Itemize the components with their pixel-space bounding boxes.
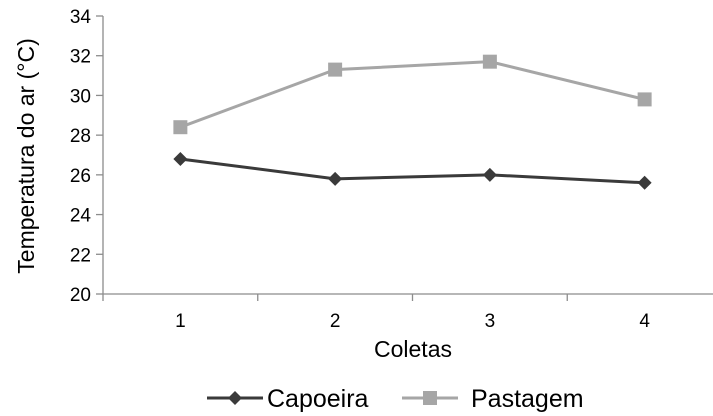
legend-marker — [423, 391, 437, 405]
series-line — [180, 157, 645, 185]
data-point — [637, 92, 652, 107]
series-capoeira — [173, 151, 652, 190]
y-tick-label: 30 — [70, 86, 91, 107]
legend-marker — [228, 391, 242, 405]
data-point — [173, 151, 188, 166]
y-tick-label: 24 — [70, 206, 92, 227]
data-point — [637, 175, 652, 190]
y-axis-title: Temperatura do ar (°C) — [13, 38, 39, 273]
y-tick-label: 20 — [70, 285, 91, 306]
legend: Capoeira Pastagem — [207, 385, 584, 413]
legend-label: Capoeira — [267, 385, 369, 413]
y-tick-label: 32 — [70, 47, 91, 68]
x-tick-label: 1 — [175, 311, 186, 332]
x-tick-label: 2 — [330, 311, 341, 332]
data-point — [482, 54, 497, 69]
x-axis: 1 2 3 4 — [102, 293, 713, 332]
y-tick-label: 26 — [70, 166, 91, 187]
data-point — [173, 120, 188, 135]
series-group — [173, 54, 652, 190]
y-tick-label: 22 — [70, 245, 91, 266]
legend-label: Pastagem — [471, 385, 584, 413]
legend-item-capoeira: Capoeira — [207, 385, 369, 413]
series-line — [179, 60, 645, 129]
data-point — [328, 171, 343, 186]
legend-item-pastagem: Pastagem — [402, 385, 584, 413]
data-point — [482, 167, 497, 182]
y-tick-label: 28 — [70, 126, 91, 147]
x-tick-label: 3 — [485, 311, 496, 332]
y-tick-label: 34 — [70, 7, 92, 28]
data-point — [328, 62, 343, 77]
y-axis: 20 22 24 26 28 30 32 34 — [70, 7, 104, 306]
x-axis-title: Coletas — [374, 336, 452, 362]
series-pastagem — [173, 54, 652, 135]
x-tick-label: 4 — [639, 311, 650, 332]
